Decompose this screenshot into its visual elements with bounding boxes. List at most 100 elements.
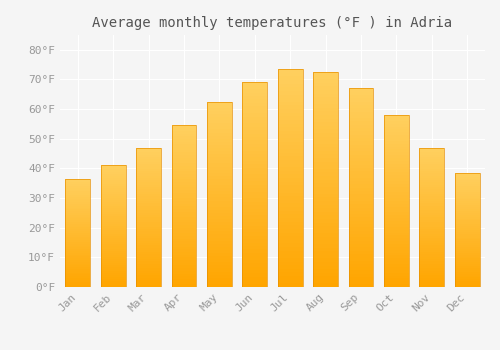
Bar [313, 126, 338, 130]
Bar [207, 148, 232, 151]
Bar [242, 222, 267, 226]
Bar [100, 214, 126, 216]
Bar [420, 215, 444, 217]
Bar [348, 224, 374, 228]
Bar [278, 269, 302, 272]
Bar [242, 174, 267, 178]
Bar [242, 250, 267, 253]
Bar [278, 167, 302, 171]
Bar [278, 283, 302, 287]
Bar [242, 147, 267, 150]
Bar [207, 213, 232, 216]
Bar [242, 168, 267, 171]
Bar [172, 201, 196, 203]
Bar [420, 187, 444, 189]
Bar [242, 99, 267, 103]
Bar [100, 194, 126, 196]
Bar [313, 230, 338, 233]
Bar [278, 247, 302, 251]
Bar [100, 269, 126, 271]
Bar [136, 233, 161, 236]
Bar [278, 142, 302, 145]
Bar [278, 153, 302, 156]
Bar [207, 244, 232, 247]
Bar [100, 184, 126, 186]
Bar [207, 191, 232, 194]
Bar [207, 123, 232, 126]
Bar [136, 194, 161, 196]
Bar [100, 169, 126, 172]
Bar [100, 261, 126, 263]
Bar [384, 141, 409, 144]
Bar [242, 277, 267, 280]
Bar [242, 181, 267, 185]
Bar [420, 245, 444, 247]
Bar [136, 245, 161, 247]
Bar [100, 206, 126, 208]
Bar [420, 236, 444, 238]
Bar [455, 272, 479, 274]
Bar [66, 274, 90, 276]
Bar [207, 253, 232, 256]
Bar [384, 115, 409, 287]
Bar [278, 120, 302, 124]
Bar [100, 226, 126, 228]
Bar [66, 281, 90, 284]
Bar [172, 211, 196, 214]
Bar [278, 76, 302, 80]
Bar [455, 207, 479, 209]
Bar [136, 155, 161, 157]
Bar [420, 285, 444, 287]
Bar [136, 152, 161, 155]
Bar [278, 258, 302, 261]
Bar [66, 179, 90, 181]
Bar [136, 148, 161, 287]
Bar [100, 222, 126, 224]
Bar [313, 212, 338, 215]
Bar [348, 217, 374, 221]
Bar [172, 131, 196, 133]
Bar [348, 125, 374, 128]
Bar [136, 171, 161, 173]
Bar [420, 162, 444, 164]
Bar [348, 102, 374, 105]
Bar [313, 180, 338, 183]
Bar [242, 144, 267, 147]
Bar [136, 164, 161, 166]
Bar [207, 160, 232, 163]
Bar [348, 221, 374, 224]
Bar [136, 173, 161, 176]
Bar [242, 239, 267, 243]
Bar [100, 166, 126, 167]
Bar [455, 218, 479, 220]
Bar [278, 225, 302, 229]
Bar [136, 285, 161, 287]
Bar [455, 213, 479, 215]
Bar [66, 273, 90, 274]
Bar [136, 254, 161, 257]
Bar [242, 123, 267, 127]
Bar [207, 142, 232, 145]
Bar [420, 168, 444, 171]
Bar [420, 199, 444, 201]
Bar [420, 250, 444, 252]
Bar [100, 186, 126, 188]
Bar [313, 194, 338, 197]
Bar [278, 127, 302, 131]
Bar [136, 150, 161, 152]
Bar [136, 199, 161, 201]
Bar [455, 262, 479, 264]
Bar [348, 128, 374, 131]
Bar [348, 274, 374, 277]
Bar [455, 173, 479, 287]
Bar [455, 232, 479, 234]
Bar [172, 273, 196, 276]
Bar [242, 225, 267, 229]
Bar [278, 189, 302, 192]
Bar [207, 185, 232, 188]
Bar [455, 211, 479, 213]
Bar [384, 129, 409, 132]
Bar [66, 238, 90, 240]
Bar [278, 243, 302, 247]
Bar [455, 245, 479, 247]
